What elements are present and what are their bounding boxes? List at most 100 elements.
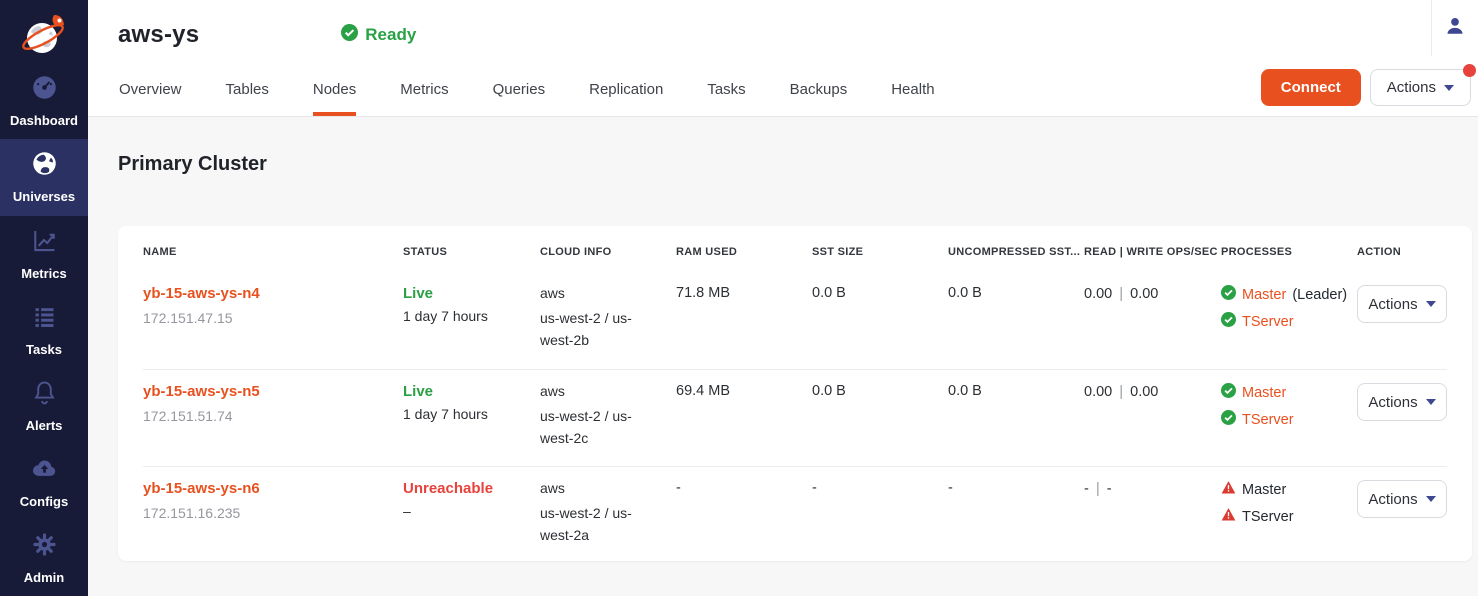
- nodes-page: Primary Cluster NAME STATUS CLOUD INFO R…: [88, 117, 1478, 596]
- check-circle-icon: [341, 24, 359, 46]
- column-header-status: STATUS: [403, 246, 448, 258]
- tab-replication[interactable]: Replication: [589, 81, 664, 98]
- node-uncompressed-sst: -: [948, 480, 953, 496]
- tab-nodes[interactable]: Nodes: [312, 81, 357, 116]
- configs-cloud-icon: [31, 455, 58, 487]
- process-tserver: TServer: [1221, 507, 1357, 527]
- universe-tabs: Overview Tables Nodes Metrics Queries Re…: [88, 81, 935, 116]
- node-region: us-west-2 / us-west-2c: [540, 408, 632, 446]
- ops-separator: |: [1095, 480, 1100, 497]
- sidebar-item-label: Alerts: [25, 417, 63, 433]
- sidebar-item-label: Tasks: [26, 341, 62, 357]
- process-tserver-link[interactable]: TServer: [1242, 412, 1294, 428]
- node-ram-used: -: [676, 480, 681, 496]
- column-header-action: ACTION: [1357, 246, 1401, 258]
- node-name-link[interactable]: yb-15-aws-ys-n6: [143, 480, 260, 497]
- dashboard-gauge-icon: [31, 74, 58, 106]
- process-tserver-link[interactable]: TServer: [1242, 314, 1294, 330]
- ops-separator: |: [1119, 285, 1124, 302]
- node-name-link[interactable]: yb-15-aws-ys-n5: [143, 383, 260, 400]
- status-badge-label: Ready: [365, 25, 417, 44]
- read-ops: -: [1084, 481, 1089, 497]
- column-header-ram-used: RAM USED: [676, 246, 738, 258]
- process-master-label: Master: [1242, 482, 1287, 498]
- check-circle-icon: [1221, 410, 1236, 430]
- ops-separator: |: [1119, 383, 1124, 400]
- node-actions-label: Actions: [1368, 490, 1418, 508]
- user-profile-icon: [1444, 15, 1466, 42]
- node-cloud: aws: [540, 480, 565, 496]
- tab-metrics[interactable]: Metrics: [400, 81, 449, 98]
- node-name-link[interactable]: yb-15-aws-ys-n4: [143, 285, 260, 302]
- user-menu[interactable]: [1431, 0, 1478, 56]
- sidebar-item-universes[interactable]: Universes: [0, 139, 88, 216]
- read-ops: 0.00: [1084, 286, 1113, 302]
- process-master-link[interactable]: Master: [1242, 287, 1287, 303]
- tab-tasks[interactable]: Tasks: [707, 81, 746, 98]
- sidebar-item-configs[interactable]: Configs: [0, 444, 88, 520]
- node-uncompressed-sst: 0.0 B: [948, 285, 982, 301]
- node-uptime: 1 day 7 hours: [403, 308, 488, 324]
- tab-overview[interactable]: Overview: [119, 81, 182, 98]
- chevron-down-icon: [1425, 399, 1436, 405]
- nodes-table-card: NAME STATUS CLOUD INFO RAM USED SST SIZE…: [118, 226, 1472, 561]
- write-ops: -: [1106, 481, 1112, 497]
- universe-header: aws-ys Ready Overview Ta: [88, 0, 1478, 117]
- node-ram-used: 71.8 MB: [676, 285, 730, 301]
- node-ip: 172.151.47.15: [143, 310, 233, 326]
- process-master: Master (Leader): [1221, 285, 1357, 305]
- sidebar-item-dashboard[interactable]: Dashboard: [0, 63, 88, 139]
- process-master-suffix: (Leader): [1292, 287, 1348, 303]
- process-master-link[interactable]: Master: [1242, 385, 1287, 401]
- tab-backups[interactable]: Backups: [789, 81, 848, 98]
- node-region: us-west-2 / us-west-2b: [540, 310, 632, 348]
- write-ops: 0.00: [1130, 384, 1159, 400]
- page-title: aws-ys: [118, 21, 200, 48]
- yugabyte-logo-icon[interactable]: [0, 0, 88, 63]
- universes-globe-icon: [31, 150, 58, 182]
- metrics-chart-icon: [31, 227, 58, 259]
- chevron-down-icon: [1425, 496, 1436, 502]
- read-ops: 0.00: [1084, 384, 1113, 400]
- sidebar-item-admin[interactable]: Admin: [0, 520, 88, 596]
- node-actions-button[interactable]: Actions: [1357, 285, 1447, 323]
- node-ip: 172.151.16.235: [143, 505, 241, 521]
- node-sst-size: 0.0 B: [812, 285, 846, 301]
- node-actions-label: Actions: [1368, 393, 1418, 411]
- process-tserver: TServer: [1221, 410, 1357, 430]
- node-ram-used: 69.4 MB: [676, 383, 730, 399]
- warning-triangle-icon: [1221, 480, 1236, 500]
- tab-health[interactable]: Health: [891, 81, 935, 98]
- tab-tables[interactable]: Tables: [225, 81, 269, 98]
- chevron-down-icon: [1425, 301, 1436, 307]
- node-processes: Master TServer: [1221, 383, 1357, 430]
- admin-gear-icon: [31, 531, 58, 563]
- alerts-bell-icon: [31, 379, 58, 411]
- sidebar-item-alerts[interactable]: Alerts: [0, 368, 88, 444]
- sidebar-item-label: Admin: [23, 569, 65, 585]
- process-master: Master: [1221, 480, 1357, 500]
- write-ops: 0.00: [1130, 286, 1159, 302]
- warning-triangle-icon: [1221, 507, 1236, 527]
- check-circle-icon: [1221, 285, 1236, 305]
- section-title: Primary Cluster: [118, 153, 267, 175]
- notification-dot: [1463, 64, 1476, 77]
- universe-actions-button[interactable]: Actions: [1369, 64, 1476, 106]
- table-row: yb-15-aws-ys-n6 172.151.16.235 Unreachab…: [143, 466, 1447, 561]
- node-processes: Master TServer: [1221, 480, 1357, 527]
- status-badge: Ready: [341, 24, 416, 46]
- node-uptime: 1 day 7 hours: [403, 406, 488, 422]
- sidebar-item-metrics[interactable]: Metrics: [0, 216, 88, 292]
- connect-button[interactable]: Connect: [1260, 69, 1361, 106]
- sidebar-item-tasks[interactable]: Tasks: [0, 292, 88, 368]
- table-header-row: NAME STATUS CLOUD INFO RAM USED SST SIZE…: [143, 226, 1447, 272]
- node-cloud: aws: [540, 285, 565, 301]
- sidebar: Dashboard Universes Metrics: [0, 0, 88, 596]
- universe-actions-label: Actions: [1386, 79, 1436, 96]
- process-tserver: TServer: [1221, 312, 1357, 332]
- node-actions-button[interactable]: Actions: [1357, 383, 1447, 421]
- node-actions-button[interactable]: Actions: [1357, 480, 1447, 518]
- table-row: yb-15-aws-ys-n4 172.151.47.15 Live 1 day…: [143, 272, 1447, 369]
- node-cloud: aws: [540, 383, 565, 399]
- tab-queries[interactable]: Queries: [492, 81, 546, 98]
